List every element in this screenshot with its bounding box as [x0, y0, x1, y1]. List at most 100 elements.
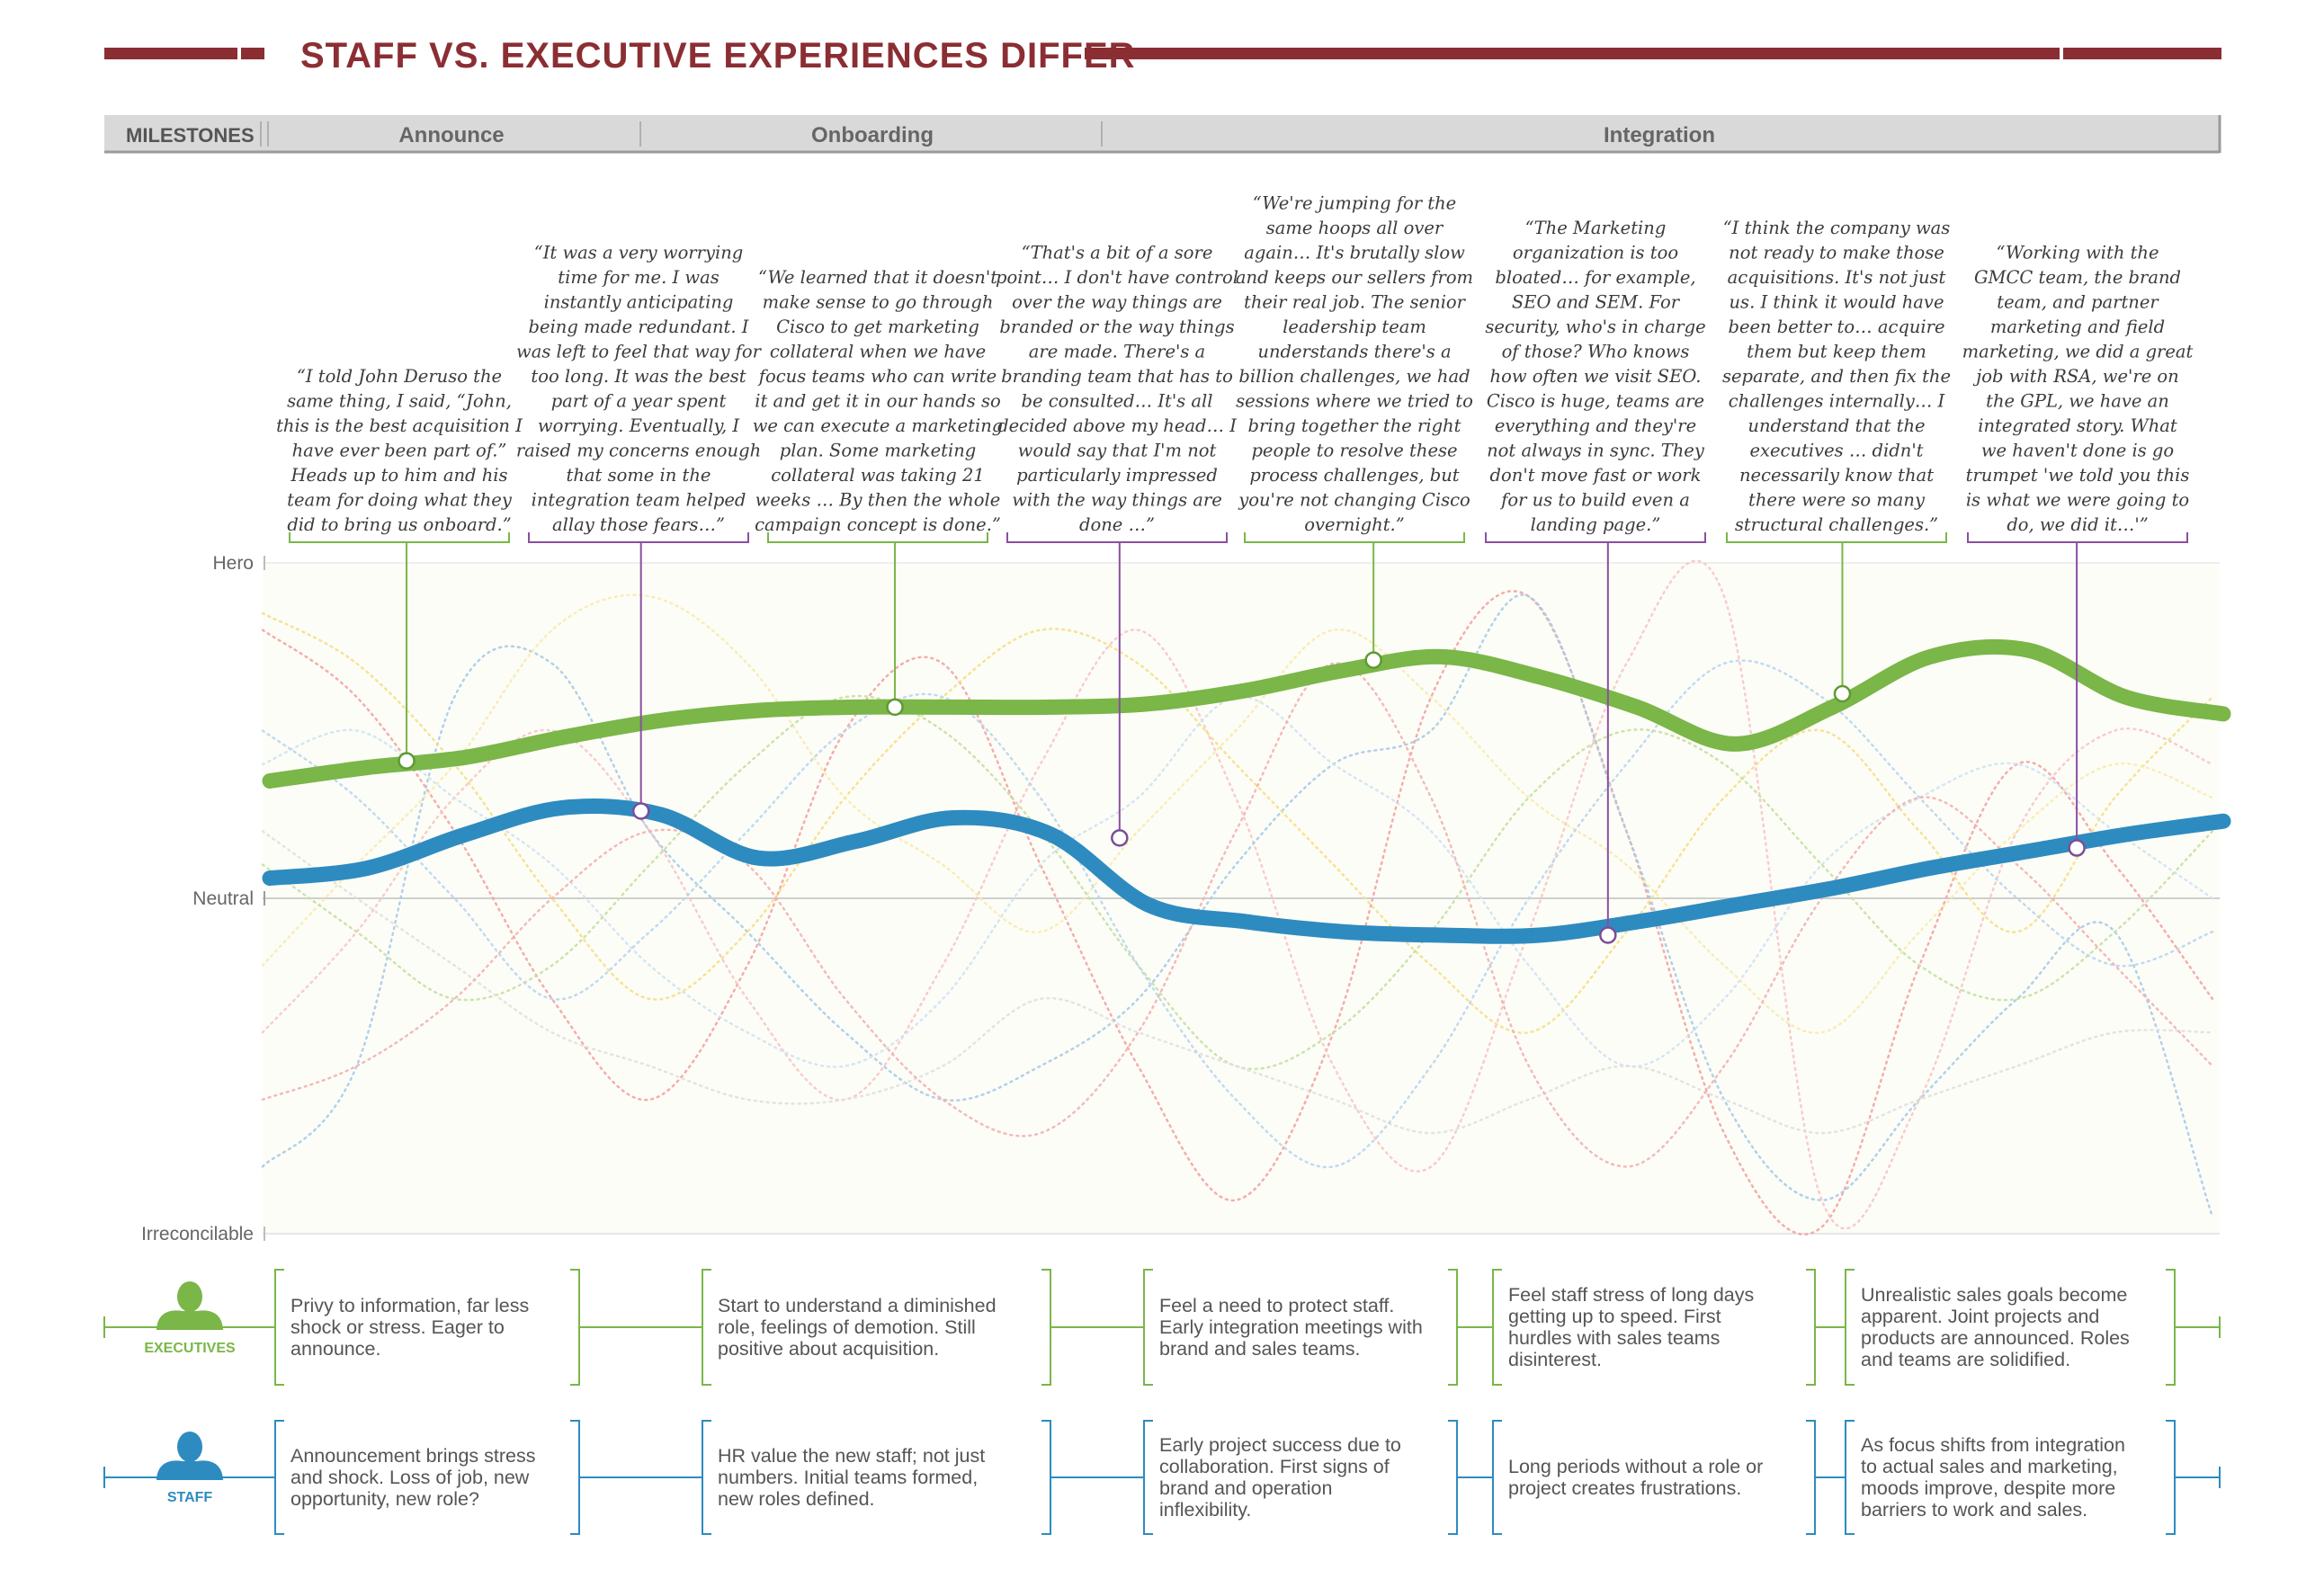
stage-box-text: barriers to work and sales. — [1861, 1499, 2087, 1521]
quote-line: are made. There's a — [1029, 342, 1205, 362]
quote-line: done …” — [1079, 514, 1155, 535]
quote-bracket — [1006, 532, 1228, 543]
quote-line: acquisitions. It's not just — [1728, 267, 1946, 288]
background-trace — [261, 590, 2214, 1235]
staff-stage-box: Early project success due tocollaboratio… — [1143, 1420, 1458, 1535]
quote-line: make sense to go through — [763, 292, 994, 313]
quote-callout: “We're jumping for the same hoops all ove… — [1236, 193, 1473, 543]
quote-line: collateral when we have — [770, 342, 986, 362]
stage-box-text: getting up to speed. First — [1508, 1306, 1721, 1327]
quote-line: bloated… for example, — [1495, 267, 1695, 288]
quote-callout: “It was a very worrying time for me. I wa… — [516, 243, 763, 543]
quote-bracket — [528, 532, 749, 543]
stage-box-text: Early project success due to — [1159, 1434, 1401, 1456]
stage-box-bg — [275, 1421, 579, 1534]
stage-box-bg — [1144, 1421, 1457, 1534]
quote-line: people to resolve these — [1251, 441, 1457, 461]
stage-box-bg — [702, 1421, 1050, 1534]
stage-box-text: announce. — [290, 1338, 380, 1360]
stage-box-bracket-right — [1806, 1269, 1816, 1386]
executives-stage-box: Feel a need to protect staff.Early integ… — [1143, 1269, 1458, 1386]
stage-box-bracket-left — [1492, 1269, 1502, 1386]
stage-box-bg — [275, 1270, 579, 1385]
quote-line: worrying. Eventually, I — [538, 415, 740, 436]
quote-line: branding team that has to — [1001, 366, 1233, 387]
y-tick-label-neutral: Neutral — [192, 888, 254, 909]
stage-box-bracket-right — [570, 1269, 580, 1386]
staff-persona-label: STAFF — [167, 1490, 213, 1505]
stage-box-text: and shock. Loss of job, new — [290, 1467, 530, 1488]
quote-line: sessions where we tried to — [1236, 391, 1473, 412]
stage-box-bracket-right — [1041, 1420, 1051, 1535]
quote-line: billion challenges, we had — [1238, 366, 1470, 387]
phase-onboarding: Onboarding — [811, 123, 934, 147]
stage-box-text: Privy to information, far less — [290, 1295, 529, 1316]
quote-line: separate, and then fix the — [1722, 366, 1951, 387]
stage-box-bracket-left — [702, 1269, 711, 1386]
stage-box-bracket-right — [2166, 1420, 2176, 1535]
quote-line: “It was a very worrying — [534, 243, 744, 263]
quote-line: SEO and SEM. For — [1512, 292, 1681, 313]
stage-box-text: products are announced. Roles — [1861, 1327, 2130, 1349]
stage-box-bracket-left — [1143, 1420, 1153, 1535]
quote-line: do, we did it…'” — [2007, 514, 2148, 535]
quote-line: branded or the way things — [999, 317, 1234, 337]
y-tick-label-irreconcilable: Irreconcilable — [141, 1224, 254, 1244]
quote-line: be consulted… It's all — [1021, 391, 1212, 412]
quote-line: point… I don't have control — [996, 267, 1238, 288]
milestones-label: MILESTONES — [126, 124, 255, 147]
stage-box-text: brand and sales teams. — [1159, 1338, 1361, 1360]
stage-box-bracket-right — [570, 1420, 580, 1535]
quote-line: this is the best acquisition I — [276, 415, 523, 436]
quote-line: organization is too — [1513, 243, 1678, 263]
quote-line: integration team helped — [532, 490, 746, 511]
quote-line: us. I think it would have — [1730, 292, 1944, 313]
quote-line: decided above my head… I — [997, 415, 1238, 436]
quote-line: leadership team — [1283, 317, 1426, 337]
executives-persona-label: EXECUTIVES — [144, 1341, 236, 1356]
title-rule-right — [1085, 48, 2060, 59]
quote-line: it and get it in our hands so — [755, 391, 1000, 412]
stage-box-text: Unrealistic sales goals become — [1861, 1284, 2127, 1306]
quote-line: you're not changing Cisco — [1238, 490, 1470, 511]
stage-box-bracket-right — [1448, 1269, 1458, 1386]
quote-line: same thing, I said, “John, — [287, 391, 512, 412]
quote-anchor-dot — [2068, 839, 2086, 857]
quote-line: same hoops all over — [1266, 218, 1444, 238]
stage-box-text: HR value the new staff; not just — [718, 1445, 985, 1467]
quote-line: would say that I'm not — [1018, 441, 1217, 461]
quote-line: marketing, we did a great — [1962, 342, 2194, 362]
quote-anchors — [398, 542, 2086, 944]
title-banner: STAFF VS. EXECUTIVE EXPERIENCES DIFFER — [104, 36, 2221, 76]
quote-anchor-dot — [1833, 684, 1852, 703]
quote-line: marketing and field — [1990, 317, 2165, 337]
chart-area: Hero Neutral Irreconcilable — [141, 553, 2231, 1244]
quote-bracket — [1485, 532, 1706, 543]
quote-line: landing page.” — [1531, 514, 1661, 535]
background-trace — [261, 662, 2214, 1168]
quote-line: process challenges, but — [1249, 465, 1459, 486]
stage-box-bracket-left — [1143, 1269, 1153, 1386]
executives-experience-line — [262, 638, 2231, 789]
stage-box-text: Feel staff stress of long days — [1508, 1284, 1754, 1306]
phase-integration: Integration — [1604, 123, 1715, 147]
stage-box-text: opportunity, new role? — [290, 1488, 479, 1510]
quote-line: “Working with the — [1996, 243, 2159, 263]
stage-box-text: apparent. Joint projects and — [1861, 1306, 2099, 1327]
quote-line: focus teams who can write — [757, 366, 997, 387]
quote-bracket — [289, 532, 510, 543]
executive-person-icon — [156, 1281, 223, 1330]
y-tick-label-hero: Hero — [212, 553, 254, 574]
stage-box-bracket-left — [274, 1269, 284, 1386]
quote-line: with the way things are — [1012, 490, 1222, 511]
stage-box-bg — [1846, 1270, 2175, 1385]
quote-line: understand that the — [1747, 415, 1925, 436]
quote-line: “We're jumping for the — [1253, 193, 1456, 214]
stage-box-text: shock or stress. Eager to — [290, 1316, 505, 1338]
quote-callout: “That's a bit of a sore point… I don't ha… — [996, 243, 1238, 543]
quote-line: trumpet 'we told you this — [1966, 465, 2190, 486]
